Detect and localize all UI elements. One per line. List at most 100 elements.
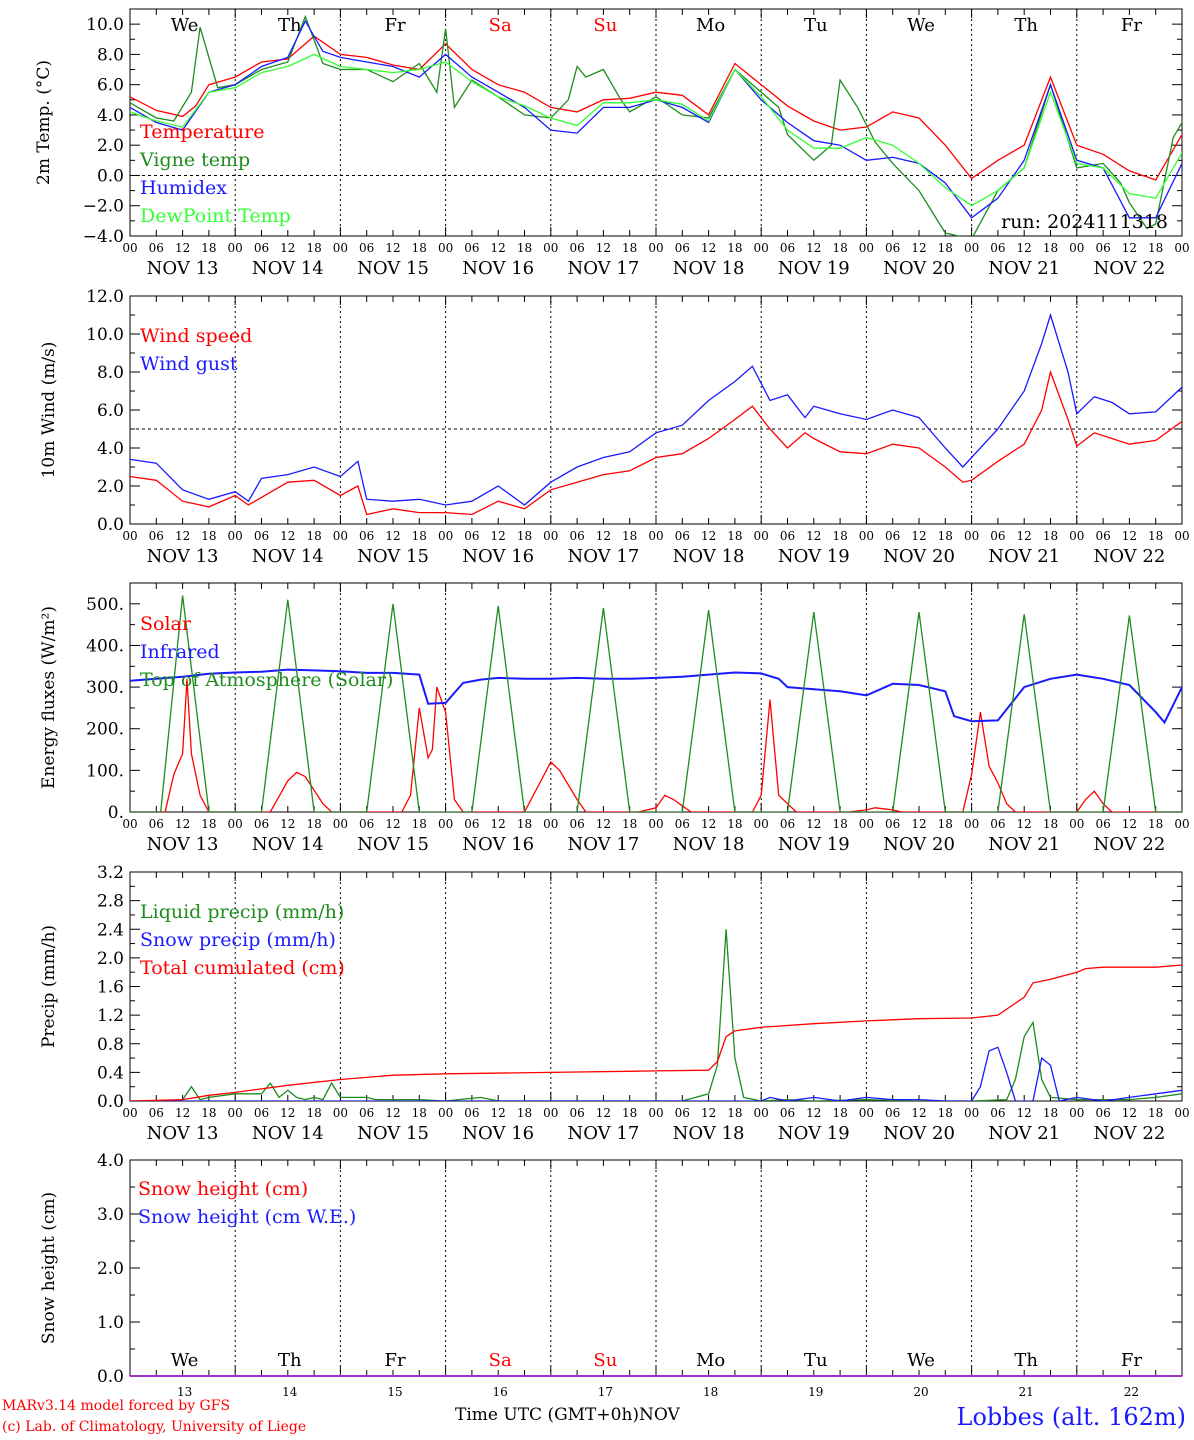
legend-entry: Snow height (cm W.E.) — [138, 1206, 356, 1228]
hour-tick-label: 18 — [412, 529, 427, 543]
hour-tick-label: 00 — [543, 529, 558, 543]
series-line-temperature — [130, 35, 1182, 181]
hour-tick-label: 12 — [911, 241, 926, 255]
hour-tick-label: 06 — [990, 817, 1005, 831]
date-label: NOV 21 — [988, 546, 1060, 567]
date-label: NOV 13 — [147, 258, 219, 279]
hour-tick-label: 06 — [1095, 817, 1110, 831]
series-group — [130, 14, 1182, 236]
hour-tick-label: 06 — [990, 529, 1005, 543]
hour-tick-label: 00 — [754, 241, 769, 255]
hour-tick-label: 00 — [228, 1106, 243, 1120]
y-axis-label: 10m Wind (m/s) — [39, 342, 59, 479]
date-label: NOV 21 — [988, 834, 1060, 855]
hour-tick-label: 00 — [1069, 817, 1084, 831]
date-label: NOV 19 — [778, 834, 850, 855]
hour-tick-label: 12 — [806, 817, 821, 831]
date-label: NOV 17 — [567, 1123, 639, 1144]
date-label: NOV 17 — [567, 546, 639, 567]
hour-tick-label: 00 — [754, 529, 769, 543]
y-tick-label: 2.0 — [97, 477, 124, 497]
hour-tick-label: 06 — [780, 529, 795, 543]
hour-tick-label: 06 — [990, 241, 1005, 255]
hour-tick-label: 12 — [911, 529, 926, 543]
y-tick-label: 4.0 — [97, 106, 124, 126]
hour-tick-label: 18 — [201, 241, 216, 255]
y-tick-label: 500. — [86, 595, 124, 615]
hour-tick-label: 18 — [832, 529, 847, 543]
date-label: NOV 20 — [883, 546, 955, 567]
day-of-week-label: Tu — [804, 15, 828, 36]
hour-tick-label: 18 — [1148, 529, 1163, 543]
day-of-week-label: Mo — [696, 1350, 725, 1371]
series-line-wind-speed — [130, 369, 1182, 516]
hour-tick-label: 12 — [1017, 241, 1032, 255]
date-label: NOV 21 — [988, 258, 1060, 279]
hour-tick-label: 18 — [306, 817, 321, 831]
hour-tick-label: 12 — [385, 529, 400, 543]
hour-tick-label: 12 — [385, 1106, 400, 1120]
hour-tick-label: 00 — [648, 817, 663, 831]
hour-tick-label: 00 — [333, 1106, 348, 1120]
hour-tick-label: 06 — [675, 1106, 690, 1120]
time-axis-month: NOV — [639, 1405, 680, 1425]
hour-tick-label: 00 — [333, 817, 348, 831]
legend-entry: Snow precip (mm/h) — [140, 929, 336, 951]
date-label: NOV 22 — [1093, 834, 1165, 855]
hour-tick-label: 06 — [569, 817, 584, 831]
legend-entry: Wind gust — [140, 353, 238, 375]
hour-tick-label: 12 — [1122, 1106, 1137, 1120]
hour-tick-label: 18 — [1043, 1106, 1058, 1120]
y-tick-label: 100. — [86, 761, 124, 781]
hour-tick-label: 12 — [911, 1106, 926, 1120]
hour-tick-label: 00 — [438, 529, 453, 543]
hour-tick-label: 06 — [149, 529, 164, 543]
series-line-vigne-temp — [130, 14, 1182, 236]
y-tick-label: 2.4 — [97, 920, 124, 940]
hour-tick-label: 00 — [1174, 1106, 1189, 1120]
hour-tick-label: 18 — [1148, 241, 1163, 255]
hour-tick-label: 18 — [1043, 241, 1058, 255]
hour-tick-label: 12 — [175, 241, 190, 255]
hour-tick-label: 06 — [359, 1106, 374, 1120]
hour-tick-label: 00 — [1069, 1106, 1084, 1120]
legend-entry: Wind speed — [140, 325, 252, 347]
hour-tick-label: 18 — [201, 1106, 216, 1120]
hour-tick-label: 12 — [385, 241, 400, 255]
y-tick-label: 10.0 — [86, 15, 124, 35]
hour-tick-label: 12 — [175, 817, 190, 831]
y-tick-label: 8.0 — [97, 363, 124, 383]
hour-tick-label: 12 — [1122, 529, 1137, 543]
series-line-dewpoint-temp — [130, 53, 1182, 207]
hour-tick-label: 12 — [280, 1106, 295, 1120]
hour-tick-label: 18 — [622, 241, 637, 255]
day-of-week-label: We — [171, 1350, 199, 1371]
hour-tick-label: 18 — [938, 529, 953, 543]
hour-tick-label: 00 — [543, 241, 558, 255]
y-axis-label: Snow height (cm) — [39, 1192, 59, 1344]
day-of-week-label: Sa — [489, 15, 512, 36]
hour-tick-label: 00 — [122, 1106, 137, 1120]
day-of-week-label: Mo — [696, 15, 725, 36]
date-label: NOV 15 — [357, 1123, 429, 1144]
y-tick-label: 0.0 — [97, 1092, 124, 1112]
day-of-week-label: Fr — [1121, 1350, 1142, 1371]
date-label: NOV 14 — [252, 546, 324, 567]
date-label: NOV 13 — [147, 1123, 219, 1144]
hour-tick-label: 12 — [701, 241, 716, 255]
run-label: run: 2024111318 — [1001, 211, 1168, 233]
time-axis-title: Time UTC (GMT+0h)NOV — [455, 1405, 680, 1425]
hour-tick-label: 12 — [1122, 817, 1137, 831]
hour-tick-label: 06 — [569, 529, 584, 543]
y-tick-label: 0.0 — [97, 515, 124, 535]
y-tick-label: 6.0 — [97, 76, 124, 96]
panel-2: 00 06 12 18 00 06 12 18 00 06 12 18 00 06 12 18 00 06 12 18… — [39, 287, 1190, 567]
legend-entry: Solar — [140, 613, 192, 635]
day-number-label: 22 — [1124, 1385, 1139, 1399]
y-tick-label: 1.2 — [97, 1006, 124, 1026]
day-number-label: 21 — [1019, 1385, 1034, 1399]
date-label: NOV 16 — [462, 1123, 534, 1144]
day-of-week-label: Sa — [489, 1350, 512, 1371]
hour-tick-label: 12 — [175, 1106, 190, 1120]
hour-tick-label: 00 — [1174, 529, 1189, 543]
